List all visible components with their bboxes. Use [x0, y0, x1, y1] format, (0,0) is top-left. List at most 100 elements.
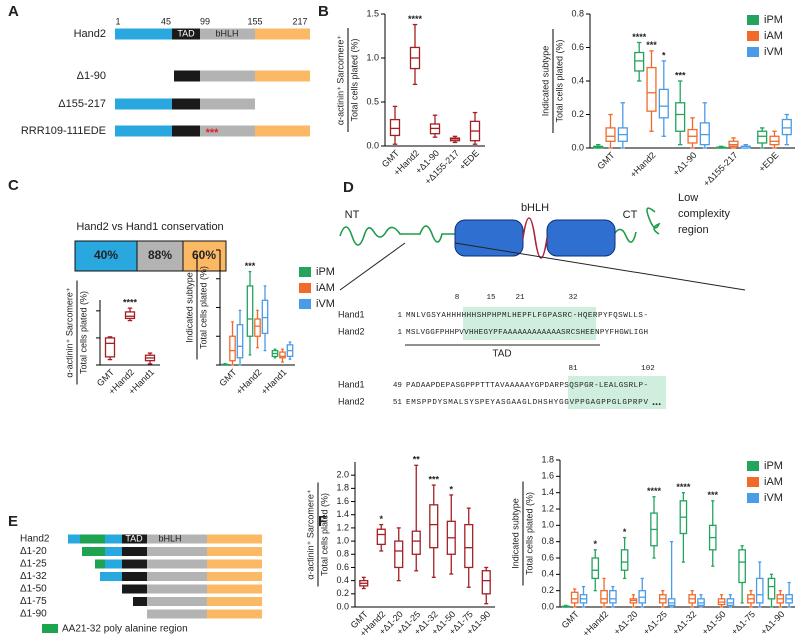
- domain-label: NT: [345, 209, 360, 221]
- significance: *: [623, 527, 627, 537]
- y-tick-label: 0.6: [541, 552, 554, 562]
- construct-name: Δ1-75: [20, 596, 47, 607]
- construct-segment: [80, 534, 105, 544]
- y-tick-label: 0.4: [541, 569, 554, 579]
- legend-label: iPM: [316, 266, 335, 278]
- construct-name: Hand2: [74, 28, 106, 40]
- construct-segment: [68, 534, 80, 544]
- residue-number: 217: [292, 16, 307, 26]
- region-highlight: [568, 376, 666, 409]
- sequence-start: 49: [393, 382, 403, 390]
- box: [769, 135, 780, 146]
- x-tick-label: GMT: [595, 150, 617, 172]
- domain-label: CT: [623, 209, 638, 221]
- legend-swatch: [747, 15, 759, 25]
- box: [728, 140, 739, 147]
- y-tick-label: 0.8: [336, 549, 349, 559]
- position: 32: [568, 294, 578, 302]
- x-tick-label: +Δ1-75: [729, 609, 757, 637]
- construct-segment: [207, 547, 262, 556]
- legend-swatch: [747, 47, 759, 57]
- construct-segment: [200, 28, 255, 40]
- construct-segment: [105, 559, 122, 569]
- y-tick-label: 1.2: [541, 503, 554, 513]
- construct-segment: [172, 125, 200, 137]
- panel-label: C: [8, 177, 19, 194]
- construct-segment: [82, 547, 105, 556]
- construct-segment: [255, 70, 310, 82]
- box: [726, 598, 735, 607]
- domain-label: bHLH: [215, 28, 238, 38]
- construct-segment: [207, 584, 262, 594]
- legend-text: region: [678, 224, 709, 236]
- legend-label: iPM: [764, 14, 783, 26]
- region-highlight: [463, 307, 596, 340]
- x-tick-label: +Δ155-217: [701, 150, 739, 188]
- y-tick-label: 0.8: [571, 8, 584, 18]
- y-label: Indicated subtype: [510, 498, 520, 569]
- construct-segment: [122, 559, 147, 569]
- box: [261, 299, 269, 335]
- low-complexity-squiggle: [339, 225, 456, 246]
- y-label: Total cells plated (%): [319, 493, 329, 576]
- legend-swatch: [747, 477, 759, 487]
- y-label: α-actinin⁺ Sarcomere⁺: [64, 287, 74, 377]
- x-tick-label: +EDE: [757, 150, 781, 174]
- box: [570, 591, 579, 604]
- conservation-value: 60%: [192, 248, 216, 262]
- construct-segment: [174, 70, 200, 82]
- legend-label: iVM: [316, 298, 335, 310]
- construct-segment: [255, 125, 310, 137]
- significance: ****: [123, 298, 138, 308]
- position: 102: [641, 365, 655, 373]
- y-tick-label: 0.5: [366, 96, 379, 106]
- y-tick-label: 1.6: [541, 471, 554, 481]
- x-tick-label: +Hand2: [581, 609, 611, 639]
- box: [591, 557, 600, 580]
- panel-label: F: [318, 513, 327, 530]
- box: [620, 549, 629, 571]
- y-tick-label: 0.2: [571, 109, 584, 119]
- sequence-name: Hand2: [338, 326, 365, 336]
- y-tick-label: 0.8: [541, 536, 554, 546]
- construct-segment: [122, 584, 147, 594]
- construct-segment: [147, 609, 207, 619]
- residue-number: 155: [247, 16, 262, 26]
- construct-segment: [147, 584, 207, 594]
- box: [376, 528, 386, 546]
- significance: ***: [245, 261, 256, 271]
- legend-squiggle: [646, 207, 661, 235]
- box: [667, 598, 676, 607]
- loop: [522, 217, 548, 259]
- significance: *: [593, 539, 597, 549]
- ellipsis: ...: [652, 396, 661, 408]
- x-tick-label: GMT: [560, 609, 582, 631]
- y-tick-label: 0.0: [336, 601, 349, 611]
- construct-segment: [122, 572, 147, 581]
- legend-label: iVM: [764, 492, 783, 504]
- legend-label: iVM: [764, 46, 783, 58]
- residue-number: 45: [161, 16, 171, 26]
- y-label: Indicated subtype: [184, 272, 194, 343]
- y-label: Total cells plated (%): [524, 492, 534, 575]
- significance: ****: [676, 482, 691, 492]
- construct-name: Δ1-50: [20, 584, 47, 595]
- construct-name: Hand2: [20, 534, 50, 545]
- y-tick-label: 2.0: [336, 470, 349, 480]
- significance: ***: [428, 474, 439, 484]
- y-tick-label: 1.4: [541, 487, 554, 497]
- significance: ***: [675, 70, 686, 80]
- box: [634, 51, 645, 72]
- sequence-start: 1: [397, 329, 402, 337]
- construct-segment: [147, 597, 207, 606]
- box: [697, 598, 705, 607]
- box: [104, 337, 116, 358]
- construct-segment: [172, 98, 200, 110]
- y-tick-label: 1.0: [541, 520, 554, 530]
- domain-label: bHLH: [158, 533, 181, 543]
- legend-label: iAM: [764, 476, 783, 488]
- significance: ***: [646, 40, 657, 50]
- construct-segment: [115, 28, 172, 40]
- box: [755, 577, 764, 604]
- construct-segment: [147, 547, 207, 556]
